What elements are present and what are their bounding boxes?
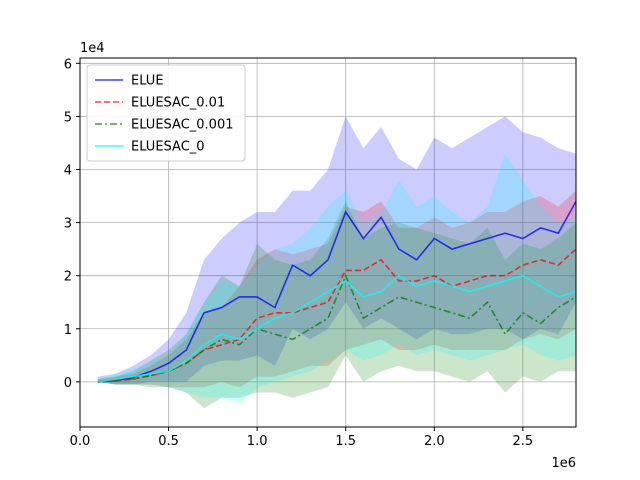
band-ELUESAC_0.001 — [97, 201, 576, 409]
x-axis-ticks: 0.0 0.5 1.0 1.5 2.0 2.5 — [70, 427, 534, 449]
band-ELUESAC_0 — [97, 153, 576, 404]
series-line-ELUESAC_0 — [97, 274, 577, 383]
x-tick-label: 1.0 — [247, 434, 268, 449]
x-tick-label: 2.5 — [513, 434, 534, 449]
series-lines — [97, 201, 577, 383]
plot-frame — [79, 57, 577, 428]
legend: ELUE ELUESAC_0.01 ELUESAC_0.001 ELUESAC_0 — [86, 64, 246, 162]
band-ELUE — [97, 116, 576, 385]
legend-label: ELUE — [131, 74, 164, 89]
y-tick-label: 6 — [64, 57, 72, 72]
grid-lines — [79, 58, 576, 427]
x-tick-label: 1.5 — [335, 434, 356, 449]
y-tick-label: 1 — [64, 323, 72, 338]
legend-label: ELUESAC_0.01 — [131, 96, 225, 111]
x-tick-label: 0.0 — [70, 434, 91, 449]
y-tick-label: 3 — [64, 217, 72, 232]
confidence-bands — [97, 116, 576, 409]
x-tick-label: 0.5 — [158, 434, 179, 449]
y-tick-label: 5 — [64, 110, 72, 125]
band-ELUESAC_0.01 — [97, 190, 576, 388]
series-line-ELUE — [97, 201, 577, 383]
legend-label: ELUESAC_0.001 — [131, 118, 234, 133]
legend-label: ELUESAC_0 — [131, 140, 205, 155]
x-axis-offset-label: 1e6 — [551, 456, 576, 471]
y-axis-ticks: 0 1 2 3 4 5 6 — [64, 57, 80, 391]
x-tick-label: 2.0 — [424, 434, 445, 449]
y-tick-label: 0 — [64, 376, 72, 391]
series-line-ELUESAC_0.001 — [97, 273, 577, 383]
legend-box — [86, 64, 246, 162]
y-axis-offset-label: 1e4 — [80, 41, 105, 56]
y-tick-label: 4 — [64, 163, 72, 178]
y-tick-label: 2 — [64, 270, 72, 285]
